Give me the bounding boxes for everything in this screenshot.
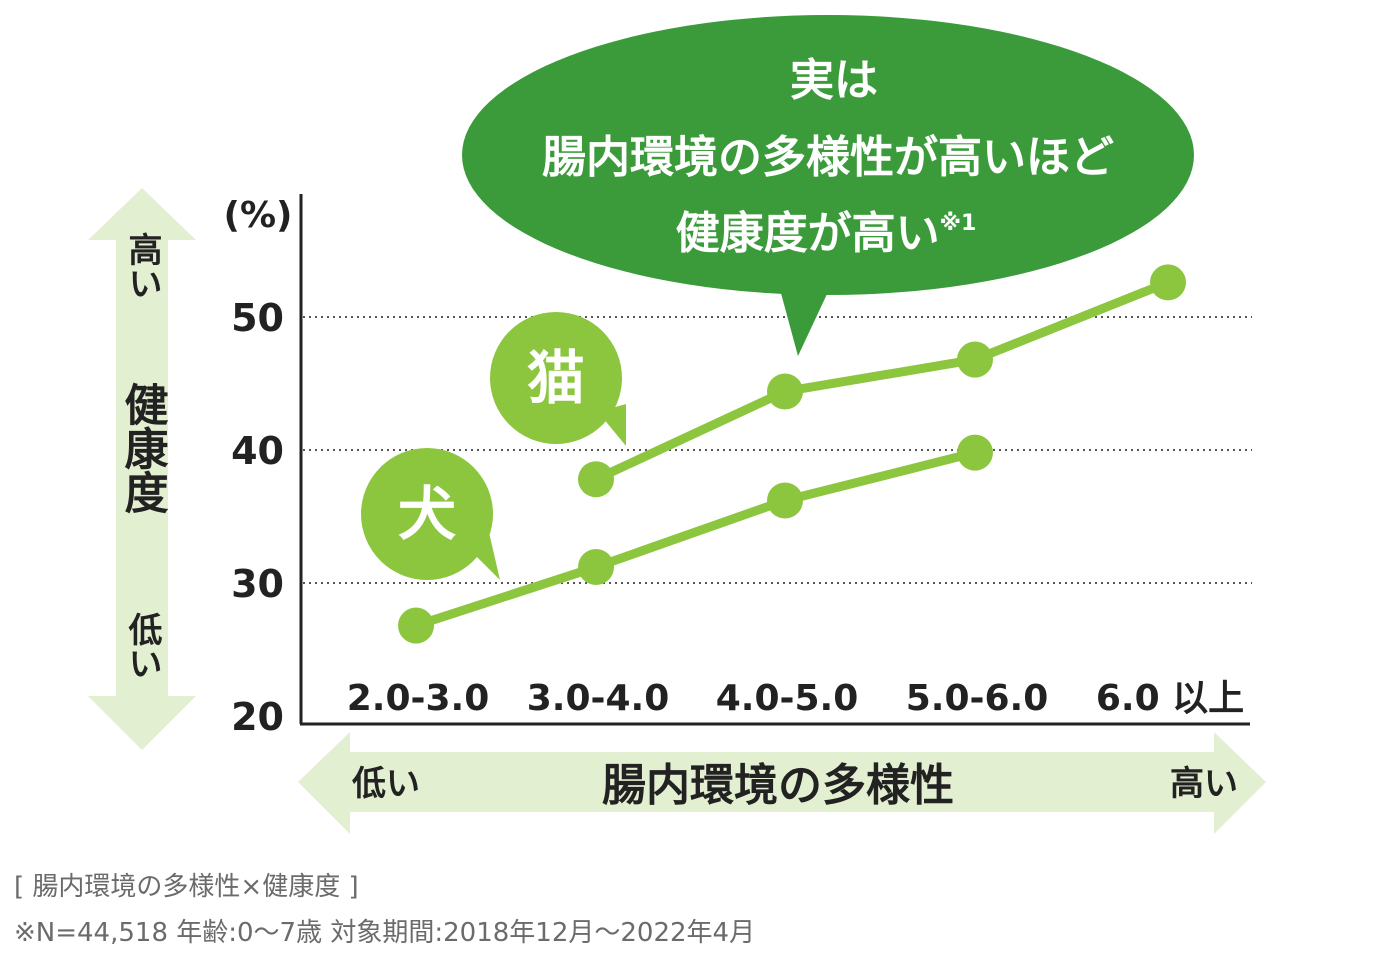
x-tick-labels: 2.0-3.0 3.0-4.0 4.0-5.0 5.0-6.0 6.0 以上 <box>347 678 1244 719</box>
callout-line-3-main: 健康度が高い <box>676 208 940 259</box>
y-tick-label-50: 50 <box>231 296 284 340</box>
data-point-dog-1 <box>578 549 614 586</box>
data-point-dog-0 <box>398 607 434 644</box>
series-line-dog <box>411 448 980 631</box>
x-tick-label-0: 2.0-3.0 <box>347 678 490 719</box>
x-tick-label-4: 6.0 以上 <box>1096 678 1244 719</box>
y-unit-label: (%) <box>224 195 293 236</box>
chart-svg: 高い 健康度 低い 低い 腸内環境の多様性 高い (%) 20 30 40 50 2.… <box>88 15 1266 834</box>
caption-footnote: ※N=44,518 年齢:0〜7歳 対象期間:2018年12月〜2022年4月 <box>14 918 756 948</box>
x-tick-label-2: 4.0-5.0 <box>716 678 859 719</box>
callout-bubble-group: 実は 腸内環境の多様性が高いほど 健康度が高い※1 <box>462 15 1194 356</box>
gridlines <box>303 316 1252 584</box>
callout-bubble <box>462 15 1194 295</box>
data-point-cat-4 <box>1150 264 1186 301</box>
y-tick-label-20: 20 <box>231 695 284 739</box>
series-label-cat: 猫 <box>490 312 626 446</box>
y-tick-label-30: 30 <box>231 562 284 606</box>
dog-label: 犬 <box>398 480 456 548</box>
dog-bubble <box>361 448 493 580</box>
data-point-cat-2 <box>767 373 803 410</box>
callout-line-3: 健康度が高い※1 <box>676 208 977 259</box>
x-axis-indicator-arrow <box>298 732 1266 834</box>
y-indicator-low: 低い <box>122 612 162 680</box>
y-tick-label-40: 40 <box>231 429 284 473</box>
x-tick-label-1: 3.0-4.0 <box>527 678 670 719</box>
callout-line-1: 実は <box>790 55 878 106</box>
caption-title: [ 腸内環境の多様性×健康度 ] <box>14 872 359 902</box>
x-tick-label-3: 5.0-6.0 <box>906 678 1049 719</box>
cat-label: 猫 <box>527 344 585 412</box>
x-indicator-low: 低い <box>352 764 420 804</box>
series-line-cat <box>591 277 1173 484</box>
series-group <box>398 264 1186 644</box>
data-point-dog-3 <box>957 434 993 471</box>
data-point-cat-3 <box>957 341 993 378</box>
data-point-dog-2 <box>767 482 803 519</box>
data-point-cat-1 <box>578 461 614 498</box>
y-indicator-label: 健康度 <box>117 382 169 514</box>
cat-bubble <box>490 312 622 444</box>
callout-footnote-mark: ※1 <box>940 211 977 236</box>
y-indicator-high: 高い <box>122 232 162 300</box>
callout-line-2: 腸内環境の多様性が高いほど <box>542 132 1114 183</box>
x-indicator-label: 腸内環境の多様性 <box>602 760 954 811</box>
series-label-dog: 犬 <box>361 448 500 580</box>
y-tick-labels: 20 30 40 50 <box>231 296 284 739</box>
x-indicator-high: 高い <box>1170 764 1238 804</box>
y-axis-indicator-arrow <box>88 188 196 750</box>
